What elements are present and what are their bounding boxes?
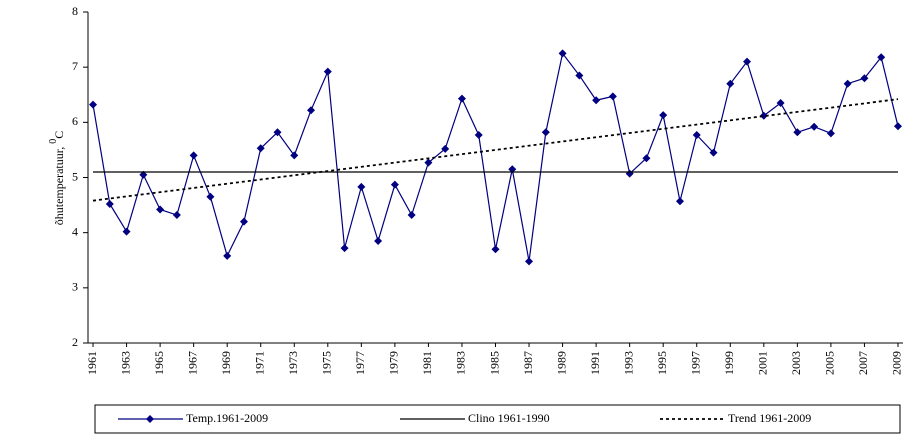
y-tick-label: 8 (72, 4, 78, 18)
data-point (491, 245, 500, 254)
x-tick-label: 1983 (454, 351, 468, 375)
y-tick-label: 3 (72, 280, 78, 294)
y-tick-label: 5 (72, 169, 78, 183)
legend-marker (146, 415, 154, 423)
x-tick-label: 1963 (118, 351, 132, 375)
x-tick-label: 1989 (554, 351, 568, 375)
series-line (92, 98, 899, 202)
x-tick-label: 2005 (823, 351, 837, 375)
data-point (290, 151, 299, 160)
x-tick-label: 1991 (588, 351, 602, 375)
data-point (474, 131, 483, 140)
x-tick-label: 1967 (185, 351, 199, 375)
data-point (508, 165, 517, 174)
x-tick-label: 1999 (722, 351, 736, 375)
data-point (441, 144, 450, 153)
x-tick-label: 1993 (621, 351, 635, 375)
x-tick-label: 2001 (756, 351, 770, 375)
data-point (390, 180, 399, 189)
data-point (156, 205, 165, 214)
data-point (407, 211, 416, 220)
y-axis-label: õhutemperatuur, 0C (48, 131, 65, 226)
x-tick-label: 1981 (420, 351, 434, 375)
data-point (893, 122, 902, 131)
data-point (575, 71, 584, 80)
x-tick-label: 1965 (152, 351, 166, 375)
data-point (541, 128, 550, 137)
data-point (525, 257, 534, 266)
data-point (692, 131, 701, 140)
data-point (843, 79, 852, 88)
y-tick-label: 4 (72, 224, 78, 238)
y-label-sup: 0 (48, 139, 59, 144)
y-tick-label: 6 (72, 114, 78, 128)
data-point (457, 94, 466, 103)
data-point (189, 151, 198, 160)
x-tick-label: 2007 (856, 351, 870, 375)
data-point (608, 92, 617, 101)
data-point (642, 154, 651, 163)
x-tick-label: 2009 (890, 351, 904, 375)
y-label-unit: C (52, 131, 66, 139)
data-point (759, 111, 768, 120)
data-point (307, 106, 316, 115)
x-tick-label: 1995 (655, 351, 669, 375)
data-point (89, 100, 98, 109)
data-point (357, 182, 366, 191)
data-point (709, 148, 718, 157)
data-point (340, 244, 349, 253)
data-point (793, 128, 802, 137)
data-point (122, 227, 131, 236)
data-point (810, 122, 819, 131)
y-tick-label: 2 (72, 335, 78, 349)
x-tick-label: 1969 (219, 351, 233, 375)
data-point (659, 111, 668, 120)
data-point (239, 217, 248, 226)
x-tick-label: 2003 (789, 351, 803, 375)
data-point (323, 67, 332, 76)
x-tick-label: 1997 (688, 351, 702, 375)
data-point (558, 49, 567, 58)
series-line (92, 51, 899, 262)
legend-label: Trend 1961-2009 (728, 411, 811, 425)
data-point (139, 170, 148, 179)
legend-label: Clino 1961-1990 (468, 411, 550, 425)
data-point (826, 129, 835, 138)
data-point (374, 236, 383, 245)
data-point (424, 158, 433, 167)
data-point (743, 57, 752, 66)
x-tick-label: 1979 (387, 351, 401, 375)
data-point (273, 128, 282, 137)
data-point (860, 74, 869, 83)
x-tick-label: 1961 (85, 351, 99, 375)
x-tick-label: 1977 (353, 351, 367, 375)
data-point (726, 79, 735, 88)
x-tick-label: 1987 (521, 351, 535, 375)
x-tick-label: 1975 (320, 351, 334, 375)
data-point (105, 199, 114, 208)
legend-label: Temp.1961-2009 (186, 411, 268, 425)
y-label-text: õhutemperatuur, (52, 144, 66, 226)
data-point (206, 192, 215, 201)
data-point (592, 96, 601, 105)
data-point (877, 53, 886, 62)
data-point (776, 99, 785, 108)
x-tick-label: 1971 (252, 351, 266, 375)
x-tick-label: 1973 (286, 351, 300, 375)
y-tick-label: 7 (72, 59, 78, 73)
data-point (223, 251, 232, 260)
data-point (172, 211, 181, 220)
data-point (675, 197, 684, 206)
x-tick-label: 1985 (487, 351, 501, 375)
legend-box (94, 404, 901, 434)
data-point (256, 144, 265, 153)
